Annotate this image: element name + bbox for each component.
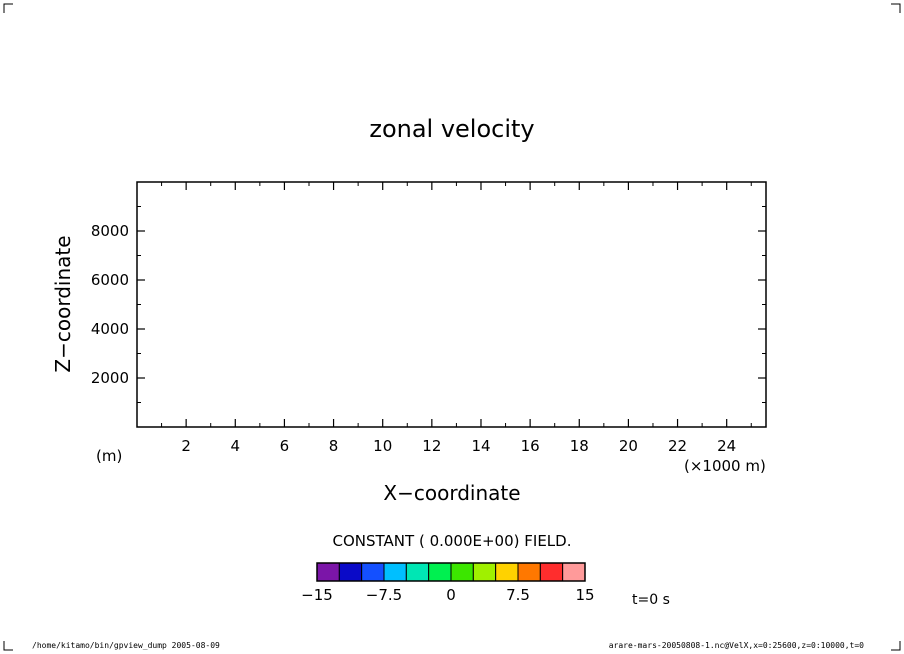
colorbar-tick-label: 7.5 xyxy=(506,586,530,604)
colorbar-cell xyxy=(383,562,407,582)
colorbar-cell xyxy=(472,562,497,582)
colorbar xyxy=(316,562,586,582)
footer-command: /home/kitamo/bin/gpview_dump 2005-08-09 xyxy=(32,641,220,650)
y-axis-tick-labels: 2000 4000 6000 8000 xyxy=(91,222,129,387)
colorbar-tick-label: −7.5 xyxy=(366,586,402,604)
x-axis-unit: (×1000 m) xyxy=(684,457,766,475)
colorbar-cell xyxy=(316,562,340,582)
constant-field-message: CONSTANT ( 0.000E+00) FIELD. xyxy=(333,532,572,550)
y-tick-label: 6000 xyxy=(91,271,129,289)
x-axis-label: X−coordinate xyxy=(383,481,520,505)
y-tick-label: 2000 xyxy=(91,369,129,387)
y-axis-unit: (m) xyxy=(96,447,122,465)
plot-frame xyxy=(136,181,767,428)
x-tick-label: 6 xyxy=(280,437,290,455)
x-tick-label: 12 xyxy=(422,437,441,455)
x-tick-label: 18 xyxy=(570,437,589,455)
x-tick-label: 22 xyxy=(668,437,687,455)
colorbar-cell xyxy=(405,562,430,582)
colorbar-frame xyxy=(316,562,586,582)
x-tick-label: 10 xyxy=(373,437,392,455)
footer-source: arare-mars-20050808-1.nc@VelX,x=0:25600,… xyxy=(608,641,864,650)
colorbar-tick-label: −15 xyxy=(301,586,333,604)
colorbar-tick-label: 15 xyxy=(575,586,594,604)
colorbar-tick-labels: −15 −7.5 0 7.5 15 xyxy=(301,586,594,604)
chart-title: zonal velocity xyxy=(369,115,534,143)
x-axis-ticks xyxy=(161,182,752,427)
x-tick-label: 16 xyxy=(521,437,540,455)
colorbar-cell xyxy=(450,562,474,582)
colorbar-cell xyxy=(495,562,519,582)
y-axis-ticks xyxy=(137,206,766,403)
corner-marks xyxy=(3,3,901,651)
y-axis-label: Z−coordinate xyxy=(51,235,75,372)
colorbar-cell xyxy=(562,562,586,582)
x-axis-tick-labels: 2 4 6 8 10 12 14 16 18 20 22 24 xyxy=(181,437,736,455)
colorbar-cell xyxy=(338,562,363,582)
y-tick-label: 4000 xyxy=(91,320,129,338)
colorbar-cell xyxy=(517,562,541,582)
x-tick-label: 14 xyxy=(471,437,490,455)
x-tick-label: 24 xyxy=(717,437,736,455)
colorbar-cell xyxy=(428,562,452,582)
y-tick-label: 8000 xyxy=(91,222,129,240)
time-label: t=0 s xyxy=(632,592,670,608)
colorbar-tick-label: 0 xyxy=(446,586,456,604)
x-tick-label: 20 xyxy=(619,437,638,455)
x-tick-label: 2 xyxy=(181,437,191,455)
colorbar-cell xyxy=(361,562,385,582)
colorbar-cell xyxy=(539,562,564,582)
x-tick-label: 8 xyxy=(329,437,339,455)
x-tick-label: 4 xyxy=(231,437,241,455)
